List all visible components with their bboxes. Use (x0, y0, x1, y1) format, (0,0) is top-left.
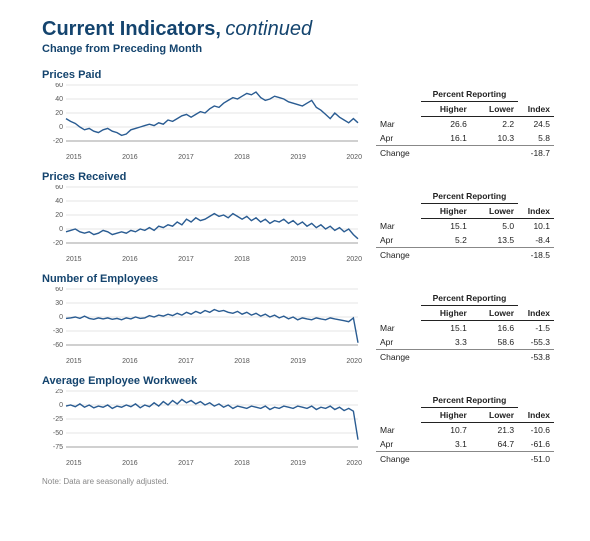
svg-text:0: 0 (59, 402, 63, 409)
row-apr: Apr (376, 335, 421, 350)
page-subtitle: Change from Preceding Month (42, 43, 554, 55)
col-lower: Lower (471, 306, 518, 321)
svg-text:20: 20 (55, 110, 63, 117)
table-wrap: Percent Reporting HigherLowerIndex Mar15… (376, 287, 554, 364)
col-index: Index (518, 408, 554, 423)
svg-text:60: 60 (55, 83, 63, 89)
row-change: Change (376, 452, 421, 467)
section-title: Number of Employees (42, 273, 554, 285)
row-apr: Apr (376, 233, 421, 248)
svg-text:30: 30 (55, 300, 63, 307)
col-lower: Lower (471, 102, 518, 117)
row-change: Change (376, 146, 421, 161)
svg-text:-60: -60 (53, 342, 63, 349)
table-wrap: Percent Reporting HigherLowerIndex Mar10… (376, 389, 554, 466)
col-higher: Higher (421, 306, 471, 321)
col-lower: Lower (471, 408, 518, 423)
chart-wrap: -60 -30 0 30 60 201520162017201820192020 (42, 287, 362, 365)
row-mar: Mar (376, 423, 421, 438)
line-chart: -75 -50 -25 0 25 (42, 389, 362, 459)
col-higher: Higher (421, 204, 471, 219)
line-chart: -20 0 20 40 60 (42, 83, 362, 153)
x-axis-labels: 201520162017201820192020 (42, 460, 362, 467)
svg-text:-25: -25 (53, 416, 63, 423)
col-index: Index (518, 102, 554, 117)
line-chart: -60 -30 0 30 60 (42, 287, 362, 357)
data-table: Percent Reporting HigherLowerIndex Mar15… (376, 189, 554, 262)
svg-text:0: 0 (59, 314, 63, 321)
svg-text:40: 40 (55, 96, 63, 103)
section-title: Prices Paid (42, 69, 554, 81)
row-change: Change (376, 350, 421, 365)
table-wrap: Percent Reporting HigherLowerIndex Mar15… (376, 185, 554, 262)
svg-text:0: 0 (59, 226, 63, 233)
row-mar: Mar (376, 219, 421, 234)
svg-text:-20: -20 (53, 138, 63, 145)
svg-text:20: 20 (55, 212, 63, 219)
col-percent-reporting: Percent Reporting (421, 189, 518, 204)
section-number-of-employees: Number of Employees -60 -30 0 30 60 201520162… (42, 273, 554, 365)
svg-text:25: 25 (55, 389, 63, 395)
col-lower: Lower (471, 204, 518, 219)
table-wrap: Percent Reporting HigherLowerIndex Mar26… (376, 83, 554, 160)
row-apr: Apr (376, 131, 421, 146)
chart-wrap: -20 0 20 40 60 201520162017201820192020 (42, 83, 362, 161)
footnote: Note: Data are seasonally adjusted. (42, 477, 554, 486)
section-prices-received: Prices Received -20 0 20 40 60 20152016201720… (42, 171, 554, 263)
col-percent-reporting: Percent Reporting (421, 87, 518, 102)
section-prices-paid: Prices Paid -20 0 20 40 60 201520162017201820… (42, 69, 554, 161)
x-axis-labels: 201520162017201820192020 (42, 358, 362, 365)
col-index: Index (518, 306, 554, 321)
data-table: Percent Reporting HigherLowerIndex Mar10… (376, 393, 554, 466)
section-title: Average Employee Workweek (42, 375, 554, 387)
col-higher: Higher (421, 408, 471, 423)
data-table: Percent Reporting HigherLowerIndex Mar26… (376, 87, 554, 160)
svg-text:0: 0 (59, 124, 63, 131)
svg-text:60: 60 (55, 287, 63, 293)
col-higher: Higher (421, 102, 471, 117)
col-percent-reporting: Percent Reporting (421, 393, 518, 408)
chart-wrap: -20 0 20 40 60 201520162017201820192020 (42, 185, 362, 263)
chart-wrap: -75 -50 -25 0 25 201520162017201820192020 (42, 389, 362, 467)
svg-text:-20: -20 (53, 240, 63, 247)
title-main: Current Indicators, (42, 18, 221, 40)
x-axis-labels: 201520162017201820192020 (42, 154, 362, 161)
row-mar: Mar (376, 321, 421, 336)
data-table: Percent Reporting HigherLowerIndex Mar15… (376, 291, 554, 364)
row-change: Change (376, 248, 421, 263)
section-title: Prices Received (42, 171, 554, 183)
svg-text:60: 60 (55, 185, 63, 191)
svg-text:-50: -50 (53, 430, 63, 437)
title-continued: continued (225, 18, 312, 40)
row-mar: Mar (376, 117, 421, 132)
page-title: Current Indicators, continued (42, 18, 554, 41)
svg-text:-75: -75 (53, 444, 63, 451)
col-index: Index (518, 204, 554, 219)
section-average-employee-workweek: Average Employee Workweek -75 -50 -25 0 25 20… (42, 375, 554, 467)
col-percent-reporting: Percent Reporting (421, 291, 518, 306)
line-chart: -20 0 20 40 60 (42, 185, 362, 255)
svg-text:-30: -30 (53, 328, 63, 335)
x-axis-labels: 201520162017201820192020 (42, 256, 362, 263)
svg-text:40: 40 (55, 198, 63, 205)
row-apr: Apr (376, 437, 421, 452)
